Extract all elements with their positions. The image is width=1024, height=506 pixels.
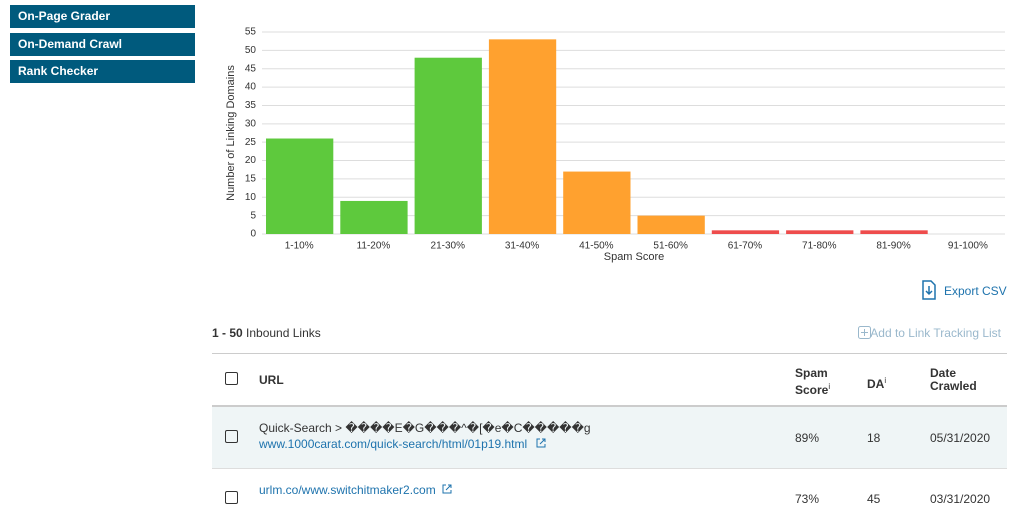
row-spam: 73% [795, 492, 820, 506]
bar [563, 171, 631, 234]
header-border [212, 405, 1007, 407]
bar [266, 138, 334, 234]
y-tick-label: 15 [245, 174, 257, 185]
external-link-icon[interactable] [442, 484, 452, 494]
y-tick-label: 55 [245, 27, 257, 38]
label: Spam Score [795, 366, 829, 397]
list-count: 1 - 50 Inbound Links [212, 326, 321, 340]
nav-item[interactable]: On-Demand Crawl [10, 33, 195, 56]
row-checkbox[interactable] [225, 491, 238, 504]
nav-item[interactable]: Rank Checker [10, 60, 195, 83]
x-tick-label: 41-50% [579, 241, 614, 252]
row-date: 05/31/2020 [930, 431, 991, 445]
row-da: 18 [867, 431, 881, 445]
y-tick-label: 25 [245, 137, 257, 148]
bar [786, 230, 854, 234]
export-icon[interactable] [921, 280, 937, 300]
header-date: Date Crawled [930, 366, 977, 393]
x-tick-label: 31-40% [505, 241, 540, 252]
info[interactable]: i [828, 382, 831, 391]
row-border [212, 468, 1007, 469]
y-tick-label: 5 [250, 210, 256, 221]
row-date: 03/31/2020 [930, 492, 991, 506]
bar [860, 230, 928, 234]
add-icon[interactable] [858, 326, 871, 339]
table-top-border [212, 353, 1007, 354]
y-tick-label: 50 [245, 45, 257, 56]
row-checkbox[interactable] [225, 430, 238, 443]
bar [637, 215, 705, 234]
range: 1 - 50 [212, 326, 243, 340]
x-tick-label: 81-90% [876, 241, 911, 252]
x-tick-label: 51-60% [653, 241, 688, 252]
x-tick-label: 21-30% [431, 241, 466, 252]
label: Inbound Links [246, 326, 321, 340]
header-spam: Spam Scorei [795, 367, 833, 397]
x-axis-title: Spam Score [604, 251, 665, 263]
y-tick-label: 0 [250, 229, 256, 240]
y-tick-label: 45 [245, 63, 257, 74]
bar [340, 200, 408, 234]
row-spam: 89% [795, 431, 820, 445]
y-tick-label: 35 [245, 100, 257, 111]
x-tick-label: 1-10% [285, 241, 314, 252]
y-tick-label: 40 [245, 82, 257, 93]
y-axis-title: Number of Linking Domains [225, 65, 237, 201]
x-tick-label: 11-20% [357, 241, 391, 252]
row-url[interactable]: www.1000carat.com/quick-search/html/01p1… [259, 437, 528, 451]
bar [488, 39, 557, 234]
x-tick-label: 61-70% [728, 241, 763, 252]
header-da: DAi [867, 374, 886, 391]
row-title: Quick-Search > ����E�G���^�[�e�C�����g [259, 421, 591, 435]
select-all[interactable] [225, 372, 238, 385]
chart: Number of Linking Domains Spam Score 051… [225, 27, 1005, 263]
info[interactable]: i [884, 376, 887, 385]
row [212, 407, 1007, 468]
row-url[interactable]: urlm.co/www.switchitmaker2.com [259, 483, 436, 497]
nav-item[interactable]: On-Page Grader [10, 5, 195, 28]
label: DA [867, 377, 885, 391]
external-link-icon[interactable] [536, 438, 546, 448]
x-tick-label: 71-80% [802, 241, 837, 252]
bar [414, 57, 482, 234]
row-da: 45 [867, 492, 881, 506]
export-csv[interactable]: Export CSV [944, 284, 1007, 298]
bar [711, 230, 780, 234]
y-tick-label: 10 [245, 192, 257, 203]
x-tick-label: 91-100% [948, 241, 988, 252]
y-tick-label: 20 [245, 155, 257, 166]
header-url: URL [259, 373, 284, 387]
add-to-tracking[interactable]: Add to Link Tracking List [870, 326, 1001, 340]
y-tick-label: 30 [245, 118, 257, 129]
